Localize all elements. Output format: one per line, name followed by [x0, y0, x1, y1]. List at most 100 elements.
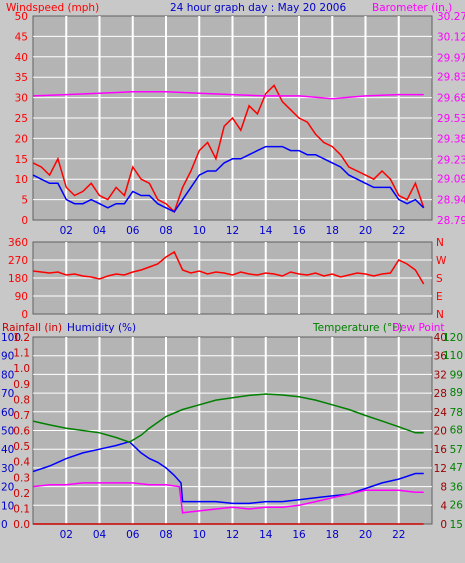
x-tick-label: 20 — [359, 225, 372, 237]
humidity-tick-label: 40 — [1, 444, 14, 456]
humidity-tick-label: 60 — [1, 407, 14, 419]
x-tick-label: 12 — [226, 225, 239, 237]
humidity-tick-label: 100 — [1, 332, 21, 344]
compass-tick-label: E — [436, 291, 443, 303]
windspeed-tick-label: 5 — [21, 195, 28, 207]
rainfall-tick-label: 0.1 — [13, 503, 30, 515]
windspeed-tick-label: 30 — [15, 93, 28, 105]
rainfall-tick-label: 0.3 — [13, 472, 30, 484]
temperature-celsius-tick-label: 24 — [434, 407, 448, 419]
temperature-fahrenheit-tick-label: 36 — [450, 482, 464, 494]
average-wind-line — [32, 145, 425, 213]
windspeed-tick-label: 10 — [15, 174, 28, 186]
rainfall-tick-label: 0.9 — [13, 379, 30, 391]
rainfall-tick-label: 0.6 — [13, 426, 30, 438]
rainfall-tick-label: 1.2 — [13, 332, 30, 344]
windspeed-tick-label: 25 — [15, 113, 28, 125]
temperature-celsius-tick-label: 40 — [434, 332, 447, 344]
direction-tick-label: 0 — [21, 309, 28, 321]
temperature-fahrenheit-tick-label: 78 — [450, 407, 463, 419]
x-tick-label: 22 — [392, 225, 405, 237]
rainfall-tick-label: 0.0 — [13, 519, 30, 531]
rainfall-tick-label: 1.0 — [13, 363, 30, 375]
direction-tick-label: 360 — [8, 237, 28, 249]
temperature-fahrenheit-tick-label: 99 — [450, 369, 463, 381]
rainfall-tick-label: 0.8 — [13, 394, 30, 406]
temperature-fahrenheit-tick-label: 47 — [450, 462, 463, 474]
temperature-celsius-tick-label: 8 — [440, 482, 447, 494]
barometer-tick-label: 29.83 — [437, 72, 465, 84]
humidity-label: Humidity (%) — [67, 322, 136, 334]
windspeed-tick-label: 50 — [15, 11, 28, 23]
barometer-tick-label: 29.68 — [437, 92, 465, 104]
barometer-tick-label: 29.09 — [437, 174, 465, 186]
barometer-tick-label: 28.94 — [437, 194, 465, 206]
barometer-line — [32, 91, 424, 100]
rainfall-tick-label: 1.1 — [13, 348, 30, 360]
barometer-tick-label: 29.38 — [437, 134, 465, 146]
humidity-tick-label: 30 — [1, 463, 14, 475]
temperature-fahrenheit-tick-label: 15 — [450, 519, 463, 531]
barometer-label: Barometer (in.) — [372, 2, 452, 14]
x-tick-label: 04 — [93, 529, 107, 541]
humidity-tick-label: 20 — [1, 482, 14, 494]
x-tick-label: 06 — [126, 529, 140, 541]
axis-tick-labels: 02 04 06 08 10 12 14 16 18 20 22051015202530354045… — [1, 11, 465, 541]
temperature-celsius-tick-label: 20 — [434, 426, 447, 438]
barometer-tick-label: 30.27 — [437, 11, 465, 23]
barometer-tick-label: 29.23 — [437, 154, 465, 166]
direction-tick-label: 90 — [15, 291, 28, 303]
x-tick-label: 04 — [93, 225, 107, 237]
humidity-tick-label: 90 — [1, 351, 14, 363]
temperature-celsius-tick-label: 16 — [434, 444, 448, 456]
x-tick-label: 08 — [159, 225, 172, 237]
temperature-celsius-tick-label: 32 — [434, 369, 447, 381]
compass-tick-label: S — [436, 273, 443, 285]
x-tick-label: 20 — [359, 529, 372, 541]
x-tick-label: 22 — [392, 529, 405, 541]
humidity-tick-label: 70 — [1, 388, 14, 400]
temperature-celsius-tick-label: 28 — [434, 388, 447, 400]
compass-tick-label: W — [436, 255, 447, 267]
grid-lines — [33, 16, 432, 524]
x-tick-label: 16 — [292, 225, 306, 237]
temperature-celsius-tick-label: 4 — [440, 500, 447, 512]
temperature-fahrenheit-tick-label: 120 — [443, 332, 463, 344]
x-tick-label: 14 — [259, 529, 273, 541]
x-tick-label: 10 — [193, 529, 206, 541]
windspeed-tick-label: 15 — [15, 154, 28, 166]
x-tick-label: 02 — [60, 225, 73, 237]
compass-tick-label: N — [436, 309, 444, 321]
windspeed-tick-label: 0 — [21, 215, 28, 227]
windspeed-tick-label: 20 — [15, 133, 28, 145]
temperature-fahrenheit-tick-label: 110 — [443, 350, 463, 362]
temperature-celsius-tick-label: 36 — [434, 351, 448, 363]
graph-title: 24 hour graph day : May 20 2006 — [170, 2, 346, 14]
temperature-fahrenheit-tick-label: 89 — [450, 387, 463, 399]
x-tick-label: 14 — [259, 225, 273, 237]
rainfall-tick-label: 0.5 — [13, 441, 30, 453]
wind-direction-line — [32, 250, 425, 285]
barometer-tick-label: 28.79 — [437, 215, 465, 227]
x-tick-label: 02 — [60, 529, 73, 541]
rainfall-tick-label: 0.7 — [13, 410, 30, 422]
humidity-tick-label: 80 — [1, 369, 14, 381]
rainfall-label: Rainfall (in) — [2, 322, 62, 334]
direction-tick-label: 180 — [8, 273, 28, 285]
x-tick-label: 06 — [126, 225, 140, 237]
temperature-celsius-tick-label: 0 — [440, 519, 447, 531]
temperature-line — [32, 393, 424, 444]
barometer-tick-label: 29.53 — [437, 113, 465, 125]
x-tick-label: 16 — [292, 529, 306, 541]
humidity-tick-label: 50 — [1, 426, 14, 438]
x-tick-label: 18 — [326, 225, 339, 237]
humidity-tick-label: 0 — [1, 519, 8, 531]
x-tick-label: 18 — [326, 529, 339, 541]
rainfall-tick-label: 0.2 — [13, 488, 30, 500]
barometer-tick-label: 29.97 — [437, 52, 465, 64]
temperature-fahrenheit-tick-label: 68 — [450, 425, 463, 437]
temperature-fahrenheit-tick-label: 26 — [450, 499, 464, 511]
windspeed-tick-label: 45 — [15, 31, 28, 43]
temperature-label: Temperature (°F) — [312, 322, 402, 334]
